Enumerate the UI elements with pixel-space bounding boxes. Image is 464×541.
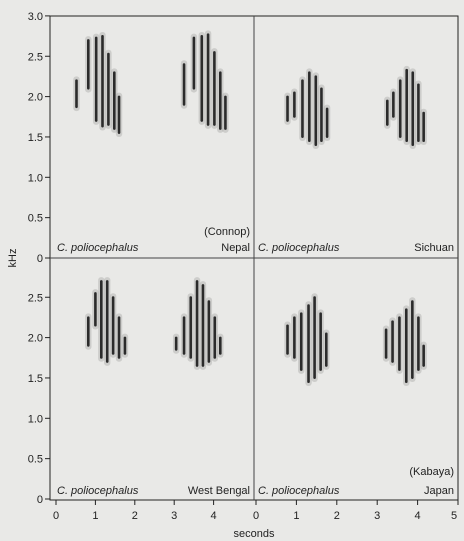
note-mark: [206, 33, 210, 126]
note-mark: [113, 71, 116, 130]
note-mark: [320, 87, 323, 143]
ticks-layer: 3.02.52.01.51.00.502.52.01.51.00.500 01 12…: [28, 11, 459, 522]
note-mark: [75, 79, 78, 109]
note-mark: [398, 79, 402, 138]
note-mark: [117, 95, 121, 134]
x-tick-label: 1: [293, 510, 299, 522]
panel-top-left-credit: (Connop): [204, 226, 250, 238]
note-mark: [218, 336, 222, 355]
y-tick-label: 1.5: [28, 373, 43, 385]
note-mark: [398, 316, 401, 371]
x-tick-label: 2: [132, 510, 138, 522]
note-mark: [405, 68, 408, 143]
note-mark: [218, 71, 222, 130]
notes-layer: [73, 30, 427, 387]
note-mark: [286, 324, 289, 355]
note-mark: [200, 35, 204, 122]
y-tick-label: 0.5: [28, 454, 43, 466]
note-mark: [293, 91, 296, 118]
note-mark: [301, 79, 304, 138]
x-tick-label: 3: [171, 510, 177, 522]
note-mark: [404, 308, 408, 384]
y-tick-label: 0.5: [28, 213, 43, 225]
note-mark: [87, 316, 90, 347]
note-mark: [117, 316, 121, 359]
note-mark: [384, 328, 388, 359]
note-mark: [189, 296, 193, 359]
x-tick-label: 2: [334, 510, 340, 522]
note-mark: [111, 296, 115, 355]
note-mark: [87, 39, 90, 90]
note-mark: [422, 344, 425, 367]
note-mark: [182, 63, 186, 106]
panel-bottom-left-location: West Bengal: [188, 485, 250, 497]
y-tick-label: 2.5: [28, 51, 43, 63]
y-tick-label: 2.0: [28, 92, 43, 104]
y-tick-label: 2.5: [28, 292, 43, 304]
note-mark: [100, 280, 103, 359]
panel-top-left-species: C. poliocephalus: [57, 242, 139, 254]
panel-top-right-location: Sichuan: [414, 242, 454, 254]
note-mark: [411, 300, 414, 379]
note-mark: [422, 111, 425, 143]
note-mark: [417, 83, 420, 143]
note-mark: [299, 312, 303, 371]
note-mark: [391, 320, 394, 363]
note-mark: [411, 71, 415, 147]
y-tick-label: 1.0: [28, 172, 43, 184]
note-mark: [94, 36, 98, 122]
y-tick-label: 0: [37, 494, 43, 506]
panel-bottom-right-location: Japan: [424, 485, 454, 497]
note-mark: [293, 316, 296, 359]
y-tick-label: 1.0: [28, 413, 43, 425]
x-tick-label: 3: [374, 510, 380, 522]
note-mark: [94, 292, 97, 327]
panel-top-right-species: C. poliocephalus: [258, 242, 340, 254]
note-mark: [107, 52, 110, 126]
panel-top-left-location: Nepal: [221, 242, 250, 254]
x-tick-label: 0: [253, 510, 259, 522]
note-mark: [314, 75, 318, 147]
note-mark: [174, 336, 178, 351]
note-mark: [182, 316, 186, 355]
x-tick-label: 1: [92, 510, 98, 522]
note-mark: [207, 300, 211, 363]
y-tick-label: 1.5: [28, 132, 43, 144]
note-mark: [286, 95, 289, 122]
x-tick-label: 4: [415, 510, 421, 522]
note-mark: [386, 99, 389, 126]
y-axis-title: kHz: [7, 249, 19, 268]
panel-bottom-right-credit: (Kabaya): [409, 466, 454, 478]
note-mark: [308, 71, 311, 143]
note-mark: [192, 36, 196, 90]
note-mark: [324, 332, 328, 367]
note-mark: [105, 280, 109, 363]
note-mark: [101, 35, 104, 128]
x-tick-label: 4: [211, 510, 217, 522]
y-tick-label: 0: [37, 253, 43, 265]
note-mark: [213, 316, 217, 359]
panel-bottom-left-species: C. poliocephalus: [57, 485, 139, 497]
note-mark: [392, 91, 395, 118]
panel-bottom-right-species: C. poliocephalus: [258, 485, 340, 497]
note-mark: [313, 296, 316, 379]
note-mark: [319, 312, 322, 371]
note-mark: [224, 95, 227, 130]
note-mark: [307, 304, 310, 384]
x-tick-label: 0: [53, 510, 59, 522]
x-axis-title: seconds: [234, 528, 275, 540]
note-mark: [417, 316, 420, 371]
note-mark: [195, 280, 199, 367]
x-tick-label: 5: [451, 510, 457, 522]
y-tick-label: 2.0: [28, 333, 43, 345]
note-mark: [201, 284, 205, 367]
note-mark: [213, 51, 216, 126]
y-tick-label: 3.0: [28, 11, 43, 23]
note-mark: [325, 107, 329, 138]
note-mark: [123, 336, 127, 355]
